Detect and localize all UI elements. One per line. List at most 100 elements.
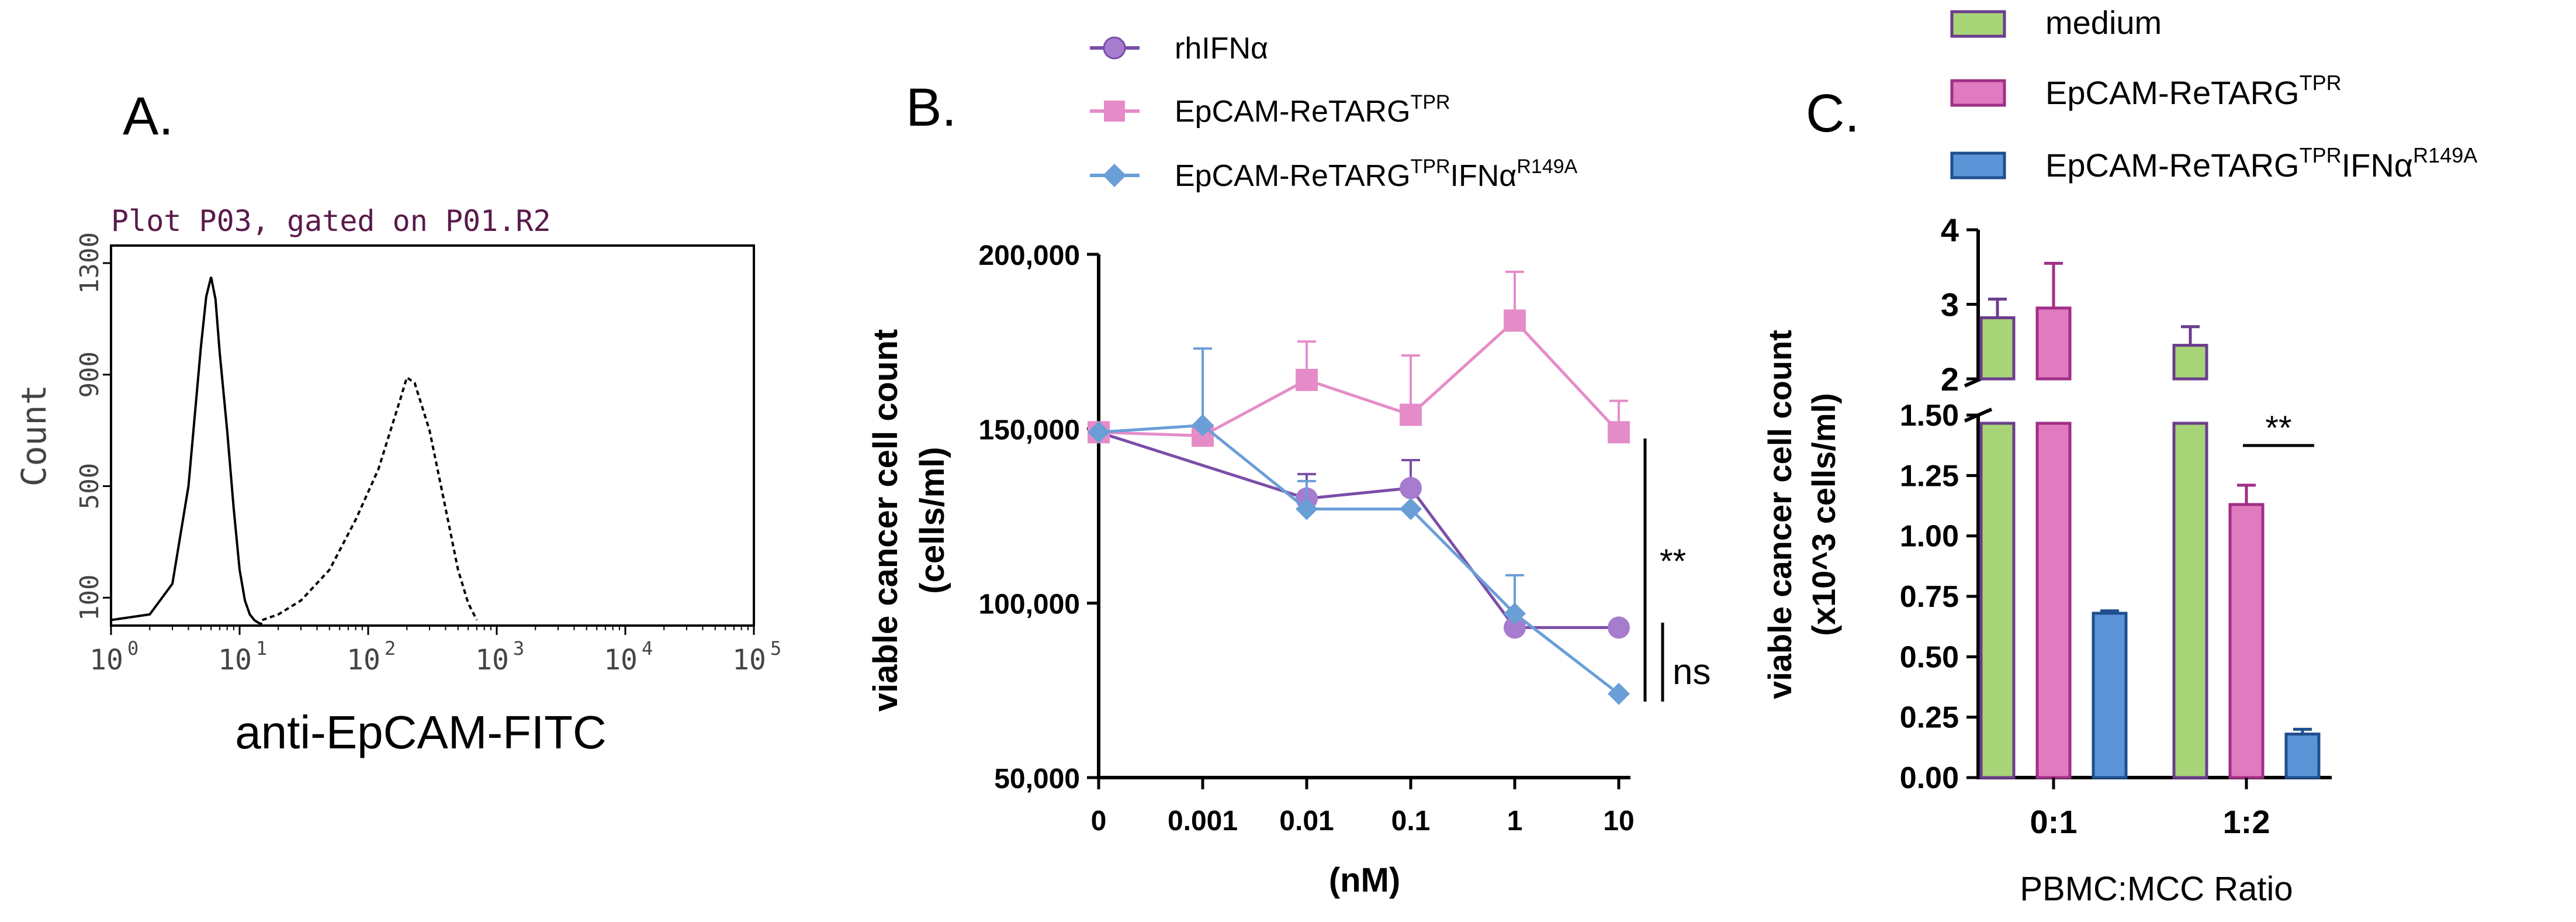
panel-a-y-ticks: 1300 900 500 100 — [75, 232, 111, 621]
panel-c-sig-label: ** — [2265, 409, 2291, 447]
a-x-tick-label: 10 — [89, 644, 123, 676]
panel-c-legend: medium EpCAM-ReTARGTPR EpCAM-ReTARGTPRIF… — [1950, 4, 2477, 184]
panel-c: C. medium EpCAM-ReTARGTPR EpCAM-ReTARGTP… — [1761, 4, 2477, 908]
c-y-tick-label-lower: 1.50 — [1900, 399, 1959, 433]
b-point-rhifn — [1400, 476, 1422, 499]
b-y-tick-label: 50,000 — [994, 764, 1080, 795]
panel-a-histograms — [110, 277, 478, 626]
a-y-tick-label: 1300 — [75, 232, 105, 294]
legend-c-mut-sup-2: R149A — [2413, 143, 2477, 167]
legend-c-retarg-swatch — [1950, 79, 2006, 107]
legend-mut-text-2: IFNα — [1450, 159, 1517, 193]
legend-c-mut-swatch — [1950, 151, 2006, 179]
c-y-tick-label-lower: 1.25 — [1900, 459, 1959, 493]
panel-b-y-label-line2: (cells/ml) — [913, 447, 951, 593]
c-bar-medium-lower — [1979, 422, 2016, 779]
b-x-tick-label: 0.001 — [1168, 806, 1238, 837]
panel-a-x-ticks: 10 0 10 1 10 2 10 3 10 4 10 5 — [89, 626, 781, 676]
legend-medium-label: medium — [2045, 4, 2162, 41]
b-line-mut — [1098, 423, 1620, 695]
a-x-tick-label: 10 — [732, 644, 766, 676]
c-y-tick-label-lower: 0.25 — [1900, 701, 1959, 735]
c-x-tick-label: 0:1 — [2030, 803, 2078, 840]
panel-c-y-label-line2: (x10^3 cells/ml) — [1805, 393, 1842, 636]
c-bar-medium-upper — [2172, 344, 2208, 381]
c-bar-medium-lower — [2172, 422, 2208, 779]
b-point-mut — [1608, 682, 1630, 705]
b-point-rhifn — [1504, 616, 1526, 639]
b-y-tick-label: 100,000 — [978, 589, 1080, 620]
b-x-tick-label: 0 — [1091, 806, 1107, 837]
b-x-tick-label: 0.1 — [1391, 806, 1431, 837]
legend-mut-label: EpCAM-ReTARGTPRIFNαR149A — [1175, 156, 1578, 193]
legend-medium-swatch — [1950, 10, 2006, 38]
b-line-rhifn — [1098, 430, 1619, 629]
panel-a-plot-frame — [110, 244, 755, 627]
panel-a-y-label: Count — [14, 385, 54, 487]
b-x-tick-label: 0.01 — [1279, 806, 1334, 837]
legend-c-mut-text-1: EpCAM-ReTARG — [2045, 147, 2300, 184]
legend-retarg-sup: TPR — [1411, 91, 1450, 113]
panel-b: B. rhIFNα EpCAM-ReTARGTPR EpCAM-ReTARGTP… — [867, 32, 1711, 899]
legend-retarg-marker — [1104, 101, 1125, 122]
a-x-tick-label: 10 — [347, 644, 380, 676]
legend-retarg-text: EpCAM-ReTARG — [1175, 95, 1411, 129]
panel-b-x-ticks: 0 0.001 0.01 0.1 1 10 — [1091, 778, 1635, 837]
b-x-tick-label: 10 — [1603, 806, 1634, 837]
panel-b-letter: B. — [906, 78, 957, 137]
legend-c-mut-text-2: IFNα — [2342, 147, 2414, 184]
a-y-tick-label: 900 — [75, 351, 105, 398]
a-x-tick-label: 10 — [218, 644, 252, 676]
a-x-tick-label: 10 — [475, 644, 509, 676]
c-bar-retarg-lower — [2035, 422, 2072, 779]
b-point-mut — [1400, 498, 1422, 520]
b-point-mut — [1192, 414, 1214, 437]
panel-c-letter: C. — [1806, 84, 1860, 143]
b-point-retarg — [1400, 403, 1422, 426]
c-y-tick-label-upper: 4 — [1941, 212, 1959, 248]
c-y-tick-label-lower: 0.75 — [1900, 580, 1959, 614]
c-bar-mut — [2092, 612, 2128, 779]
a-x-tick-label: 10 — [604, 644, 638, 676]
c-y-tick-label-lower: 0.00 — [1900, 761, 1959, 795]
c-y-tick-label-lower: 1.00 — [1900, 520, 1959, 554]
b-point-mut — [1296, 498, 1318, 520]
c-x-tick-label: 1:2 — [2223, 803, 2270, 840]
c-y-tick-label-upper: 2 — [1941, 361, 1959, 398]
histogram-anti-epcam — [262, 375, 478, 621]
panel-b-sig-outer-label: ** — [1660, 543, 1686, 581]
legend-mut-sup-1: TPR — [1411, 156, 1450, 178]
legend-c-retarg-sup: TPR — [2300, 71, 2342, 95]
b-point-mut — [1088, 421, 1110, 444]
panel-b-x-label: (nM) — [1329, 861, 1400, 899]
legend-rhifn-marker — [1103, 36, 1126, 60]
legend-mut-text-1: EpCAM-ReTARG — [1175, 159, 1411, 193]
c-bar-mut — [2284, 733, 2321, 779]
a-x-tick-exponent: 3 — [513, 637, 524, 659]
legend-mut-marker — [1103, 164, 1126, 187]
panel-b-y-ticks: 200,000 150,000 100,000 50,000 — [978, 240, 1099, 795]
c-bar-medium-upper — [1979, 316, 2016, 381]
c-y-tick-label-upper: 3 — [1941, 286, 1959, 323]
b-y-tick-label: 150,000 — [978, 415, 1080, 446]
b-point-retarg — [1504, 309, 1526, 332]
a-x-tick-exponent: 2 — [385, 637, 396, 659]
a-x-tick-exponent: 0 — [127, 637, 139, 659]
b-point-retarg — [1296, 368, 1318, 391]
legend-c-mut-sup-1: TPR — [2300, 143, 2342, 167]
a-x-tick-exponent: 5 — [770, 637, 781, 659]
c-bar-retarg-upper — [2035, 306, 2072, 381]
b-x-tick-label: 1 — [1507, 806, 1523, 837]
legend-mut-sup-2: R149A — [1516, 156, 1577, 178]
c-bar-retarg — [2228, 503, 2265, 779]
panel-c-x-ticks: 0:1 1:2 — [2030, 778, 2270, 840]
b-point-rhifn — [1608, 616, 1630, 639]
a-y-tick-label: 100 — [75, 575, 105, 621]
panel-c-y-ticks: 4 3 21.50 1.25 1.00 0.75 0.50 0.25 0.00 — [1900, 212, 1978, 795]
a-x-tick-exponent: 4 — [642, 637, 653, 659]
b-point-retarg — [1608, 421, 1630, 444]
panel-c-x-label: PBMC:MCC Ratio — [2020, 870, 2293, 908]
b-point-mut — [1504, 602, 1526, 625]
a-y-tick-label: 500 — [75, 463, 105, 509]
panel-b-sig-inner-label: ns — [1673, 652, 1711, 692]
